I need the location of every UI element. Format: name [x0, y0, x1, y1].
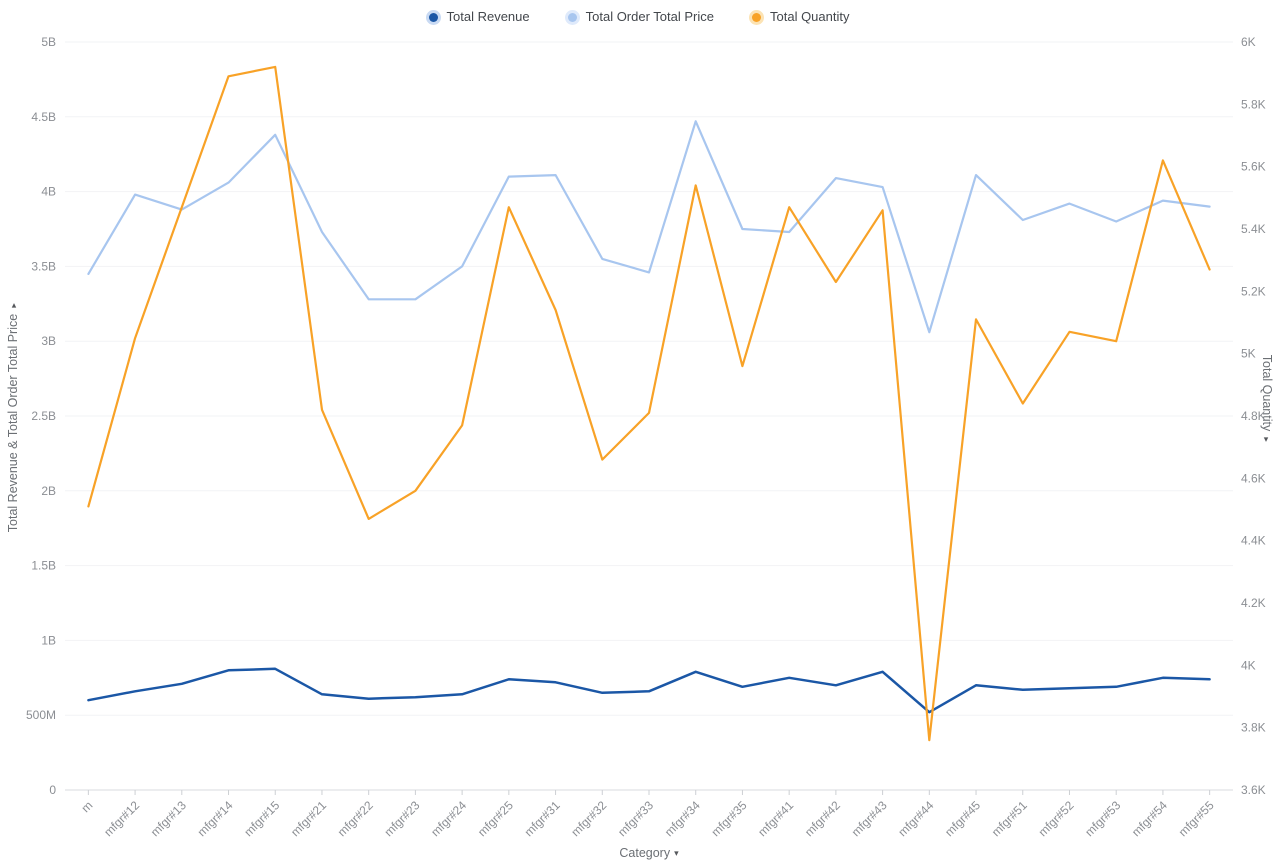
x-axis-category-label: mfgr#25 [475, 798, 516, 839]
right-axis-tick-label: 4.6K [1241, 471, 1266, 485]
legend-item-total-order-total-price[interactable]: Total Order Total Price [567, 8, 714, 26]
x-axis-category-label: mfgr#13 [148, 798, 189, 839]
x-axis-category-label: mfgr#51 [989, 798, 1030, 839]
x-axis-category-label: mfgr#15 [241, 798, 282, 839]
x-axis-category-label: mfgr#32 [568, 798, 609, 839]
series-line-total-quantity[interactable] [87, 65, 1211, 742]
x-axis-category-label: mfgr#52 [1036, 798, 1077, 839]
right-axis-tick-label: 5.4K [1241, 222, 1266, 236]
legend-label: Total Order Total Price [585, 9, 714, 24]
right-axis-title-text: Total Quantity [1260, 354, 1274, 432]
x-axis-category-label: mfgr#31 [522, 798, 563, 839]
x-axis-category-label: mfgr#21 [288, 798, 329, 839]
left-axis-tick-label: 2B [41, 484, 56, 498]
left-axis-tick-label: 1.5B [31, 559, 56, 573]
chart-legend: Total Revenue Total Order Total Price To… [0, 8, 1278, 26]
right-axis-tick-label: 5.2K [1241, 284, 1266, 298]
right-axis-tick-label: 4.8K [1241, 409, 1266, 423]
x-axis-category-label: mfgr#35 [709, 798, 750, 839]
right-axis-tick-label: 4.4K [1241, 534, 1266, 548]
x-axis-category-label: mfgr#34 [662, 798, 703, 839]
x-axis-category-label: mfgr#23 [381, 798, 422, 839]
x-axis-category-label: mfgr#22 [335, 798, 376, 839]
left-axis-tick-label: 500M [26, 708, 56, 722]
right-axis-tick-label: 5.8K [1241, 97, 1266, 111]
right-axis-tick-label: 6K [1241, 35, 1256, 49]
legend-dot-icon [567, 12, 577, 22]
x-axis-category-label: mfgr#42 [802, 798, 843, 839]
legend-label: Total Quantity [770, 9, 850, 24]
right-axis-title[interactable]: Total Quantity ▾ [1260, 355, 1274, 445]
left-axis-tick-label: 1B [41, 633, 56, 647]
x-axis-category-label: mfgr#44 [895, 798, 936, 839]
right-axis-tick-label: 4.2K [1241, 596, 1266, 610]
right-axis-tick-label: 3.8K [1241, 721, 1266, 735]
legend-label: Total Revenue [446, 9, 530, 24]
left-axis-tick-label: 2.5B [31, 409, 56, 423]
caret-down-icon: ▾ [1262, 435, 1272, 446]
series-line-total-revenue[interactable] [87, 667, 1211, 714]
legend-item-total-revenue[interactable]: Total Revenue [428, 8, 530, 26]
left-axis-tick-label: 4B [41, 185, 56, 199]
x-axis-category-label: mfgr#43 [849, 798, 890, 839]
x-axis-category-label: m [79, 798, 96, 815]
x-axis-category-label: mfgr#14 [195, 798, 236, 839]
x-axis-category-label: mfgr#12 [101, 798, 142, 839]
left-axis-tick-label: 5B [41, 35, 56, 49]
caret-down-icon: ▾ [674, 847, 679, 858]
right-axis-tick-label: 5K [1241, 347, 1256, 361]
x-axis-category-label: mfgr#24 [428, 798, 469, 839]
x-axis-category-label: mfgr#53 [1082, 798, 1123, 839]
x-axis-category-label: mfgr#33 [615, 798, 656, 839]
x-axis-category-label: mfgr#45 [942, 798, 983, 839]
right-axis-tick-label: 3.6K [1241, 783, 1266, 797]
x-axis-category-label: mfgr#54 [1129, 798, 1170, 839]
left-axis-tick-label: 0 [49, 783, 56, 797]
left-axis-tick-label: 3.5B [31, 259, 56, 273]
x-axis-title[interactable]: Category ▾ [619, 846, 678, 860]
left-axis-tick-label: 3B [41, 334, 56, 348]
legend-dot-icon [428, 12, 438, 22]
x-axis-title-text: Category [619, 846, 671, 860]
legend-dot-icon [752, 12, 761, 22]
right-axis-tick-label: 4K [1241, 658, 1256, 672]
x-axis-category-label: mfgr#55 [1176, 798, 1217, 839]
series-line-total-order-total-price[interactable] [87, 120, 1211, 334]
left-axis-tick-label: 4.5B [31, 110, 56, 124]
right-axis-tick-label: 5.6K [1241, 160, 1266, 174]
legend-item-total-quantity[interactable]: Total Quantity [752, 8, 850, 26]
x-axis-category-label: mfgr#41 [755, 798, 796, 839]
